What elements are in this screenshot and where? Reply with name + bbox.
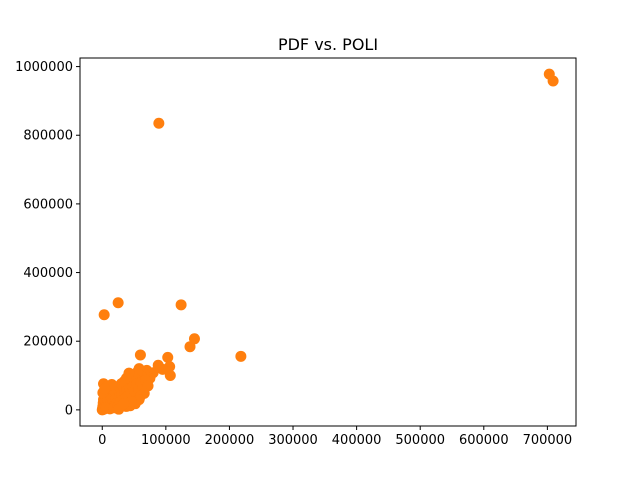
data-point — [134, 349, 146, 361]
y-tick-label: 800000 — [23, 129, 73, 144]
y-axis: 0 200000 400000 600000 800000 1000000 — [15, 60, 80, 418]
x-tick-label: 0 — [98, 433, 106, 448]
data-point — [162, 351, 174, 363]
data-point — [157, 363, 169, 375]
data-point — [235, 350, 247, 362]
data-point — [112, 297, 124, 309]
x-tick-label: 600000 — [459, 433, 509, 448]
data-point — [547, 75, 559, 87]
y-tick-label: 200000 — [23, 335, 73, 350]
x-tick-label: 400000 — [332, 433, 382, 448]
data-point — [99, 383, 111, 395]
data-point — [184, 341, 196, 353]
x-tick-label: 700000 — [523, 433, 573, 448]
points-layer — [96, 68, 559, 416]
data-point — [175, 299, 187, 311]
y-tick-label: 600000 — [23, 197, 73, 212]
data-point — [164, 370, 176, 382]
x-tick-label: 300000 — [268, 433, 318, 448]
x-tick-label: 200000 — [205, 433, 255, 448]
x-tick-label: 500000 — [395, 433, 445, 448]
plot-frame — [79, 57, 577, 427]
data-point — [98, 309, 110, 321]
y-tick-label: 1000000 — [15, 60, 73, 75]
chart-title: PDF vs. POLI — [278, 35, 378, 54]
data-point — [153, 117, 165, 129]
data-point — [118, 398, 130, 410]
x-tick-label: 100000 — [141, 433, 191, 448]
y-tick-label: 400000 — [23, 266, 73, 281]
y-tick-label: 0 — [65, 403, 73, 418]
x-axis: 0 100000 200000 300000 400000 500000 600000 700… — [98, 426, 572, 448]
